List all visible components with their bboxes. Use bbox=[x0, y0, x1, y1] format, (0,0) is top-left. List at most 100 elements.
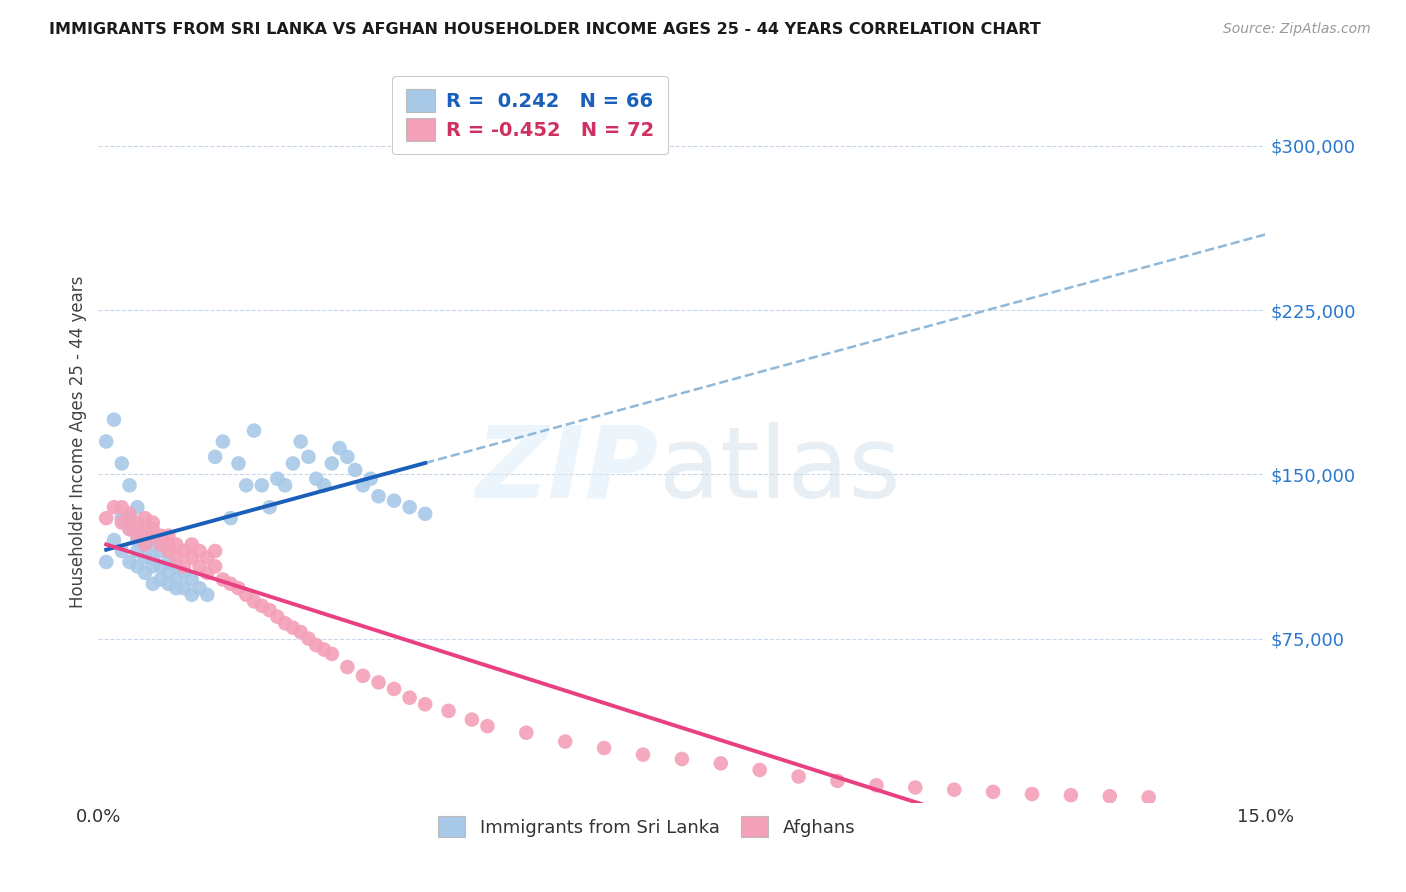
Point bbox=[281, 621, 304, 635]
Point bbox=[228, 457, 250, 471]
Point bbox=[413, 698, 436, 712]
Point bbox=[173, 581, 195, 595]
Point bbox=[344, 463, 367, 477]
Point bbox=[157, 555, 180, 569]
Point bbox=[274, 616, 297, 631]
Point bbox=[180, 588, 202, 602]
Point bbox=[297, 632, 319, 646]
Point bbox=[204, 544, 226, 558]
Point bbox=[235, 478, 257, 492]
Point bbox=[118, 555, 141, 569]
Point bbox=[188, 581, 211, 595]
Point bbox=[127, 559, 149, 574]
Point bbox=[212, 573, 235, 587]
Point bbox=[631, 747, 654, 762]
Point bbox=[671, 752, 693, 766]
Point bbox=[134, 550, 156, 565]
Point bbox=[336, 450, 359, 464]
Point bbox=[787, 770, 810, 784]
Point bbox=[165, 550, 187, 565]
Point bbox=[195, 550, 218, 565]
Point bbox=[219, 511, 242, 525]
Point bbox=[157, 544, 180, 558]
Point bbox=[204, 450, 226, 464]
Point bbox=[127, 529, 149, 543]
Point bbox=[865, 778, 887, 792]
Point bbox=[360, 472, 382, 486]
Point bbox=[118, 511, 141, 525]
Point bbox=[593, 741, 616, 756]
Point bbox=[165, 581, 187, 595]
Point bbox=[142, 559, 165, 574]
Point bbox=[173, 559, 195, 574]
Legend: Immigrants from Sri Lanka, Afghans: Immigrants from Sri Lanka, Afghans bbox=[427, 805, 866, 848]
Point bbox=[111, 500, 134, 515]
Point bbox=[1098, 789, 1121, 804]
Point bbox=[352, 669, 374, 683]
Point bbox=[149, 573, 172, 587]
Point bbox=[165, 559, 187, 574]
Point bbox=[336, 660, 359, 674]
Point bbox=[103, 412, 125, 426]
Point bbox=[554, 734, 576, 748]
Point bbox=[259, 603, 281, 617]
Point bbox=[134, 529, 156, 543]
Point bbox=[710, 756, 733, 771]
Point bbox=[149, 529, 172, 543]
Point bbox=[173, 566, 195, 580]
Point bbox=[1137, 790, 1160, 805]
Point bbox=[398, 500, 420, 515]
Point bbox=[111, 457, 134, 471]
Point bbox=[305, 472, 328, 486]
Point bbox=[228, 581, 250, 595]
Point bbox=[904, 780, 927, 795]
Text: ZIP: ZIP bbox=[475, 422, 658, 519]
Point bbox=[1060, 788, 1083, 802]
Point bbox=[149, 544, 172, 558]
Point bbox=[321, 457, 343, 471]
Point bbox=[477, 719, 499, 733]
Point bbox=[134, 522, 156, 536]
Point bbox=[195, 588, 218, 602]
Point bbox=[111, 544, 134, 558]
Point bbox=[188, 559, 211, 574]
Point bbox=[118, 522, 141, 536]
Point bbox=[142, 550, 165, 565]
Point bbox=[329, 441, 352, 455]
Text: atlas: atlas bbox=[658, 422, 900, 519]
Point bbox=[96, 555, 118, 569]
Point bbox=[127, 500, 149, 515]
Point bbox=[134, 537, 156, 551]
Point bbox=[96, 434, 118, 449]
Point bbox=[413, 507, 436, 521]
Text: IMMIGRANTS FROM SRI LANKA VS AFGHAN HOUSEHOLDER INCOME AGES 25 - 44 YEARS CORREL: IMMIGRANTS FROM SRI LANKA VS AFGHAN HOUS… bbox=[49, 22, 1040, 37]
Point bbox=[274, 478, 297, 492]
Point bbox=[266, 609, 288, 624]
Point bbox=[157, 537, 180, 551]
Text: Source: ZipAtlas.com: Source: ZipAtlas.com bbox=[1223, 22, 1371, 37]
Point bbox=[259, 500, 281, 515]
Point bbox=[157, 529, 180, 543]
Point bbox=[103, 500, 125, 515]
Point bbox=[312, 642, 335, 657]
Point bbox=[103, 533, 125, 547]
Point bbox=[461, 713, 484, 727]
Point bbox=[305, 638, 328, 652]
Point bbox=[352, 478, 374, 492]
Point bbox=[188, 544, 211, 558]
Point bbox=[204, 559, 226, 574]
Point bbox=[127, 522, 149, 536]
Point bbox=[312, 478, 335, 492]
Point bbox=[142, 522, 165, 536]
Point bbox=[118, 522, 141, 536]
Point bbox=[515, 725, 537, 739]
Point bbox=[134, 537, 156, 551]
Point bbox=[297, 450, 319, 464]
Point bbox=[827, 773, 849, 788]
Point bbox=[111, 516, 134, 530]
Point bbox=[142, 577, 165, 591]
Y-axis label: Householder Income Ages 25 - 44 years: Householder Income Ages 25 - 44 years bbox=[69, 276, 87, 607]
Point bbox=[212, 434, 235, 449]
Point bbox=[127, 533, 149, 547]
Point bbox=[437, 704, 460, 718]
